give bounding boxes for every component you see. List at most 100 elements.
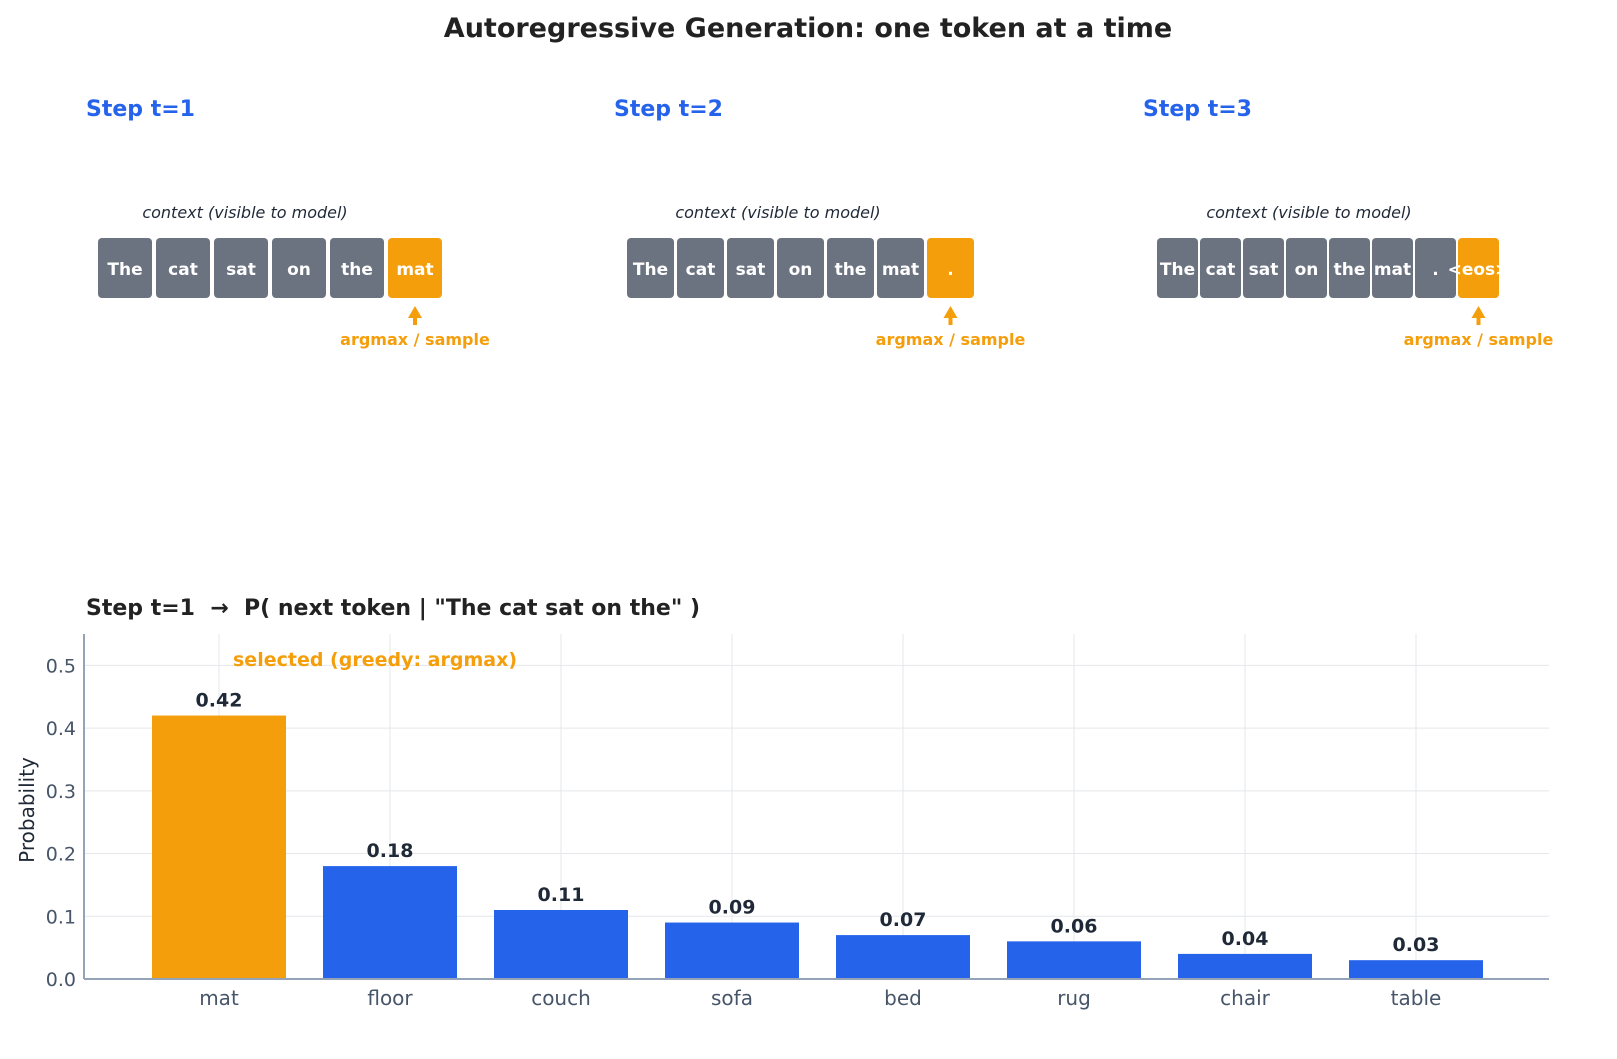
selected-annotation: selected (greedy: argmax) — [233, 649, 517, 671]
y-tick-label: 0.4 — [46, 718, 76, 740]
bar-value-label: 0.07 — [880, 909, 927, 931]
context-token: The — [98, 238, 152, 298]
step-3: Step t=3 context (visible to model) The cat… — [1143, 97, 1553, 349]
context-token: cat — [1200, 238, 1241, 298]
bar-floor — [323, 866, 457, 979]
bar-rug — [1007, 941, 1141, 979]
arrow-label: argmax / sample — [876, 330, 1026, 349]
context-token: on — [777, 238, 824, 298]
bar-value-label: 0.42 — [196, 690, 243, 712]
token-text: the — [341, 260, 373, 280]
context-label: context (visible to model) — [142, 203, 347, 222]
context-label: context (visible to model) — [675, 203, 880, 222]
token-text: sat — [1249, 260, 1279, 280]
step-2: Step t=2 context (visible to model) The cat… — [614, 97, 1025, 349]
step-title: Step t=2 — [614, 97, 723, 122]
step-title: Step t=3 — [1143, 97, 1252, 122]
arrow-label: argmax / sample — [340, 330, 490, 349]
token-box — [388, 238, 442, 298]
token-text: The — [1160, 260, 1195, 280]
token-box — [1157, 238, 1198, 298]
context-token: on — [272, 238, 326, 298]
y-tick-label: 0.5 — [46, 655, 76, 677]
x-tick-label: mat — [199, 986, 239, 1010]
token-box — [727, 238, 774, 298]
token-text: sat — [226, 260, 256, 280]
token-box — [214, 238, 268, 298]
token-text: . — [1432, 260, 1438, 280]
bar-value-label: 0.18 — [367, 840, 414, 862]
context-token: on — [1286, 238, 1327, 298]
bar-sofa — [665, 922, 799, 979]
bar-couch — [494, 910, 628, 979]
bar-value-label: 0.04 — [1222, 928, 1269, 950]
bar-value-label: 0.09 — [709, 897, 756, 919]
token-box — [1329, 238, 1370, 298]
bar-value-label: 0.03 — [1393, 934, 1440, 956]
bar-table — [1349, 960, 1483, 979]
bar-mat — [152, 715, 286, 979]
figure-title: Autoregressive Generation: one token at … — [444, 13, 1172, 44]
bar-value-label: 0.11 — [538, 884, 585, 906]
token-text: cat — [168, 260, 198, 280]
token-text: mat — [396, 260, 433, 280]
arrow-label: argmax / sample — [1404, 330, 1554, 349]
token-text: The — [107, 260, 142, 280]
context-token: the — [827, 238, 874, 298]
token-text: . — [947, 260, 953, 280]
context-token: cat — [156, 238, 210, 298]
context-token: sat — [727, 238, 774, 298]
token-box — [1286, 238, 1327, 298]
step-title: Step t=1 — [86, 97, 195, 122]
token-text: <eos> — [1448, 260, 1510, 280]
context-token: sat — [1243, 238, 1284, 298]
token-box — [777, 238, 824, 298]
x-tick-label: couch — [531, 986, 591, 1010]
token-text: sat — [736, 260, 766, 280]
token-box — [627, 238, 674, 298]
token-box — [677, 238, 724, 298]
y-tick-label: 0.0 — [46, 969, 76, 991]
context-token: sat — [214, 238, 268, 298]
token-box — [1458, 238, 1499, 298]
token-text: on — [1295, 260, 1319, 280]
step-1: Step t=1 context (visible to model) The cat… — [86, 97, 490, 349]
bar-chair — [1178, 953, 1312, 979]
context-label: context (visible to model) — [1206, 203, 1411, 222]
token-text: mat — [882, 260, 919, 280]
token-text: The — [633, 260, 668, 280]
x-tick-label: sofa — [711, 986, 753, 1010]
probability-chart: Step t=1 → P( next token | "The cat sat … — [15, 596, 1549, 1010]
token-box — [927, 238, 974, 298]
token-text: on — [789, 260, 813, 280]
context-token: The — [1157, 238, 1198, 298]
token-text: mat — [1374, 260, 1411, 280]
arrow-up-icon — [943, 306, 958, 325]
y-tick-label: 0.1 — [46, 906, 76, 928]
context-token: . — [1415, 238, 1456, 298]
token-box — [877, 238, 924, 298]
context-token: the — [1329, 238, 1370, 298]
x-tick-label: rug — [1057, 986, 1091, 1010]
token-box — [827, 238, 874, 298]
y-tick-label: 0.2 — [46, 844, 76, 866]
selected-token: . — [927, 238, 974, 298]
token-box — [1372, 238, 1413, 298]
x-tick-label: chair — [1220, 986, 1270, 1010]
token-text: on — [287, 260, 311, 280]
x-tick-label: floor — [367, 986, 413, 1010]
selected-token: mat — [388, 238, 442, 298]
token-box — [156, 238, 210, 298]
context-token: the — [330, 238, 384, 298]
token-box — [1200, 238, 1241, 298]
y-axis-label: Probability — [15, 757, 39, 863]
context-token: cat — [677, 238, 724, 298]
token-text: the — [1334, 260, 1366, 280]
token-text: the — [835, 260, 867, 280]
token-box — [272, 238, 326, 298]
token-box — [98, 238, 152, 298]
token-box — [1415, 238, 1456, 298]
arrow-up-icon — [1471, 306, 1486, 325]
